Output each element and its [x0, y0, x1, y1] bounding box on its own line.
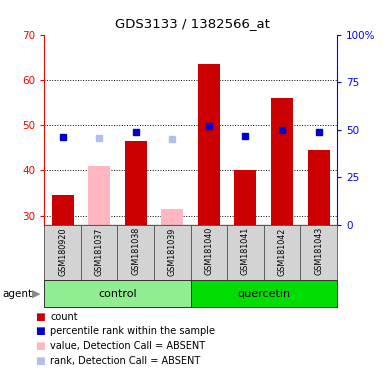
Bar	[271, 98, 293, 225]
Text: agent: agent	[2, 289, 32, 299]
Bar	[154, 225, 191, 280]
Text: control: control	[98, 289, 137, 299]
Text: ■: ■	[35, 341, 44, 351]
Bar	[44, 280, 191, 307]
Bar	[125, 141, 147, 225]
Text: rank, Detection Call = ABSENT: rank, Detection Call = ABSENT	[50, 356, 200, 366]
Text: value, Detection Call = ABSENT: value, Detection Call = ABSENT	[50, 341, 205, 351]
Bar	[81, 225, 117, 280]
Bar	[234, 170, 256, 225]
Bar	[264, 225, 300, 280]
Text: ▶: ▶	[32, 289, 40, 299]
Text: GSM180920: GSM180920	[58, 227, 67, 276]
Text: GDS3133 / 1382566_at: GDS3133 / 1382566_at	[115, 17, 270, 30]
Text: GSM181038: GSM181038	[131, 227, 140, 275]
Bar	[227, 225, 264, 280]
Text: GSM181039: GSM181039	[168, 227, 177, 276]
Bar	[308, 150, 330, 225]
Text: ■: ■	[35, 326, 44, 336]
Bar	[88, 166, 110, 225]
Bar	[198, 64, 220, 225]
Bar	[44, 225, 81, 280]
Text: ■: ■	[35, 356, 44, 366]
Bar	[52, 195, 74, 225]
Text: count: count	[50, 312, 78, 322]
Text: GSM181043: GSM181043	[314, 227, 323, 275]
Text: GSM181042: GSM181042	[278, 227, 286, 276]
Text: GSM181041: GSM181041	[241, 227, 250, 275]
Text: quercetin: quercetin	[237, 289, 290, 299]
Bar	[191, 280, 337, 307]
Text: percentile rank within the sample: percentile rank within the sample	[50, 326, 215, 336]
Text: GSM181037: GSM181037	[95, 227, 104, 276]
Bar	[191, 225, 227, 280]
Bar	[300, 225, 337, 280]
Text: GSM181040: GSM181040	[204, 227, 213, 275]
Text: ■: ■	[35, 312, 44, 322]
Bar	[161, 209, 183, 225]
Bar	[117, 225, 154, 280]
